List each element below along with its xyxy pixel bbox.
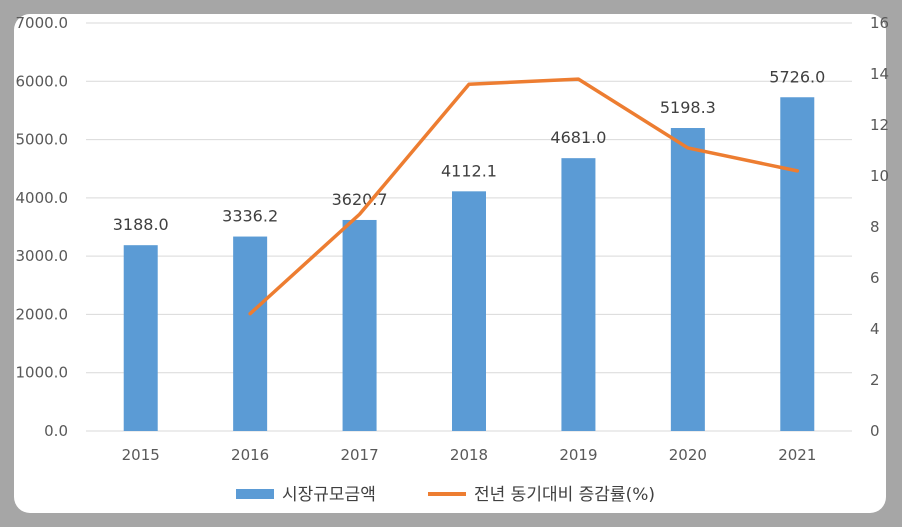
bar [233,236,268,431]
bar [342,219,377,431]
chart-card [14,14,886,513]
right-tick-label: 4 [870,320,880,338]
left-tick-label: 2000.0 [16,305,69,323]
left-tick-label: 1000.0 [16,364,69,382]
legend: 시장규모금액 전년 동기대비 증감률(%) [236,485,655,505]
bar-data-label: 4681.0 [550,128,606,147]
x-tick-label: 2021 [778,446,816,464]
bar-data-label: 4112.1 [441,161,497,180]
left-tick-label: 6000.0 [16,72,69,90]
right-tick-label: 0 [870,422,880,440]
bar-data-label: 5198.3 [660,98,716,117]
right-tick-label: 14 [870,65,889,83]
bar-data-label: 3188.0 [113,215,169,234]
right-tick-label: 10 [870,167,889,185]
x-axis-ticks: 2015 2016 2017 2018 2019 2020 2021 [122,446,817,464]
x-tick-label: 2016 [231,446,269,464]
bar [123,245,158,431]
bar [452,191,486,431]
x-tick-label: 2020 [669,446,707,464]
bar-series [123,97,815,432]
left-axis-ticks: 0.0 1000.0 2000.0 3000.0 4000.0 5000.0 6000.0 7… [16,14,69,440]
right-tick-label: 8 [870,218,880,236]
bar [670,128,705,431]
left-tick-label: 5000.0 [16,131,69,149]
x-tick-label: 2017 [340,446,378,464]
left-tick-label: 4000.0 [16,189,69,207]
bar-data-labels: 3188.0 3336.2 3620.7 4112.1 4681.0 5198.3 5726… [113,67,826,234]
right-tick-label: 2 [870,371,880,389]
right-tick-label: 16 [870,14,889,32]
legend-bar-swatch [236,489,274,499]
line-series [248,77,800,316]
x-tick-label: 2019 [559,446,597,464]
bar [561,158,596,432]
legend-line-label: 전년 동기대비 증감률(%) [474,485,655,505]
bar-data-label: 5726.0 [769,67,825,86]
bar-data-label: 3336.2 [222,207,278,226]
right-tick-label: 12 [870,116,889,134]
left-tick-label: 7000.0 [16,14,69,32]
legend-bar-label: 시장규모금액 [282,485,376,505]
right-axis-ticks: 0 2 4 6 8 10 12 14 16 [870,14,889,440]
x-tick-label: 2015 [122,446,160,464]
x-tick-label: 2018 [450,446,488,464]
left-tick-label: 0.0 [44,422,68,440]
bar [780,97,815,432]
growth-rate-line [248,77,800,316]
bar-data-label: 3620.7 [332,190,388,209]
right-tick-label: 6 [870,269,880,287]
left-tick-label: 3000.0 [16,247,69,265]
